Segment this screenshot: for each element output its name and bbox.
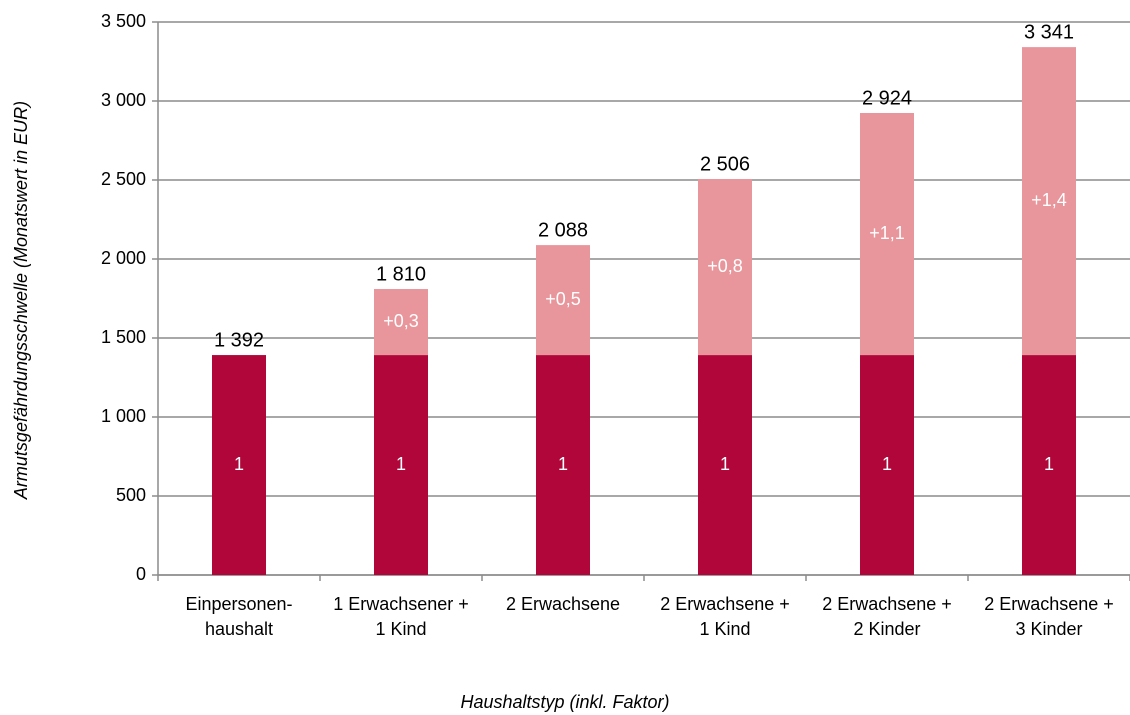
x-tick-label: 2 Erwachsene + [984, 594, 1114, 614]
total-label: 2 088 [538, 219, 588, 241]
y-tick-label: 500 [116, 485, 146, 505]
y-tick-label: 1 500 [101, 327, 146, 347]
y-axis-label: Armutsgefährdungsschwelle (Monatswert in… [11, 101, 31, 500]
x-tick-label: 1 Kind [375, 619, 426, 639]
segment-label: +0,3 [383, 311, 419, 331]
segment-label: +0,5 [545, 289, 581, 309]
total-label: 1 392 [214, 329, 264, 351]
x-tick-label: 1 Erwachsener + [333, 594, 469, 614]
segment-label: +1,1 [869, 223, 905, 243]
bar-segment [860, 355, 914, 575]
bar-segment [374, 289, 428, 356]
segment-label: 1 [1044, 454, 1054, 474]
total-label: 2 924 [862, 87, 912, 109]
x-axis-label: Haushaltstyp (inkl. Faktor) [460, 692, 669, 712]
bar-segment [698, 355, 752, 575]
y-tick-label: 2 000 [101, 248, 146, 268]
y-tick-label: 2 500 [101, 169, 146, 189]
bar-segment [212, 355, 266, 575]
segment-label: 1 [882, 454, 892, 474]
x-tick-label: Einpersonen- [185, 594, 292, 614]
total-label: 3 341 [1024, 21, 1074, 43]
x-tick-label: 3 Kinder [1015, 619, 1082, 639]
y-tick-label: 3 500 [101, 11, 146, 31]
bar-segment [860, 113, 914, 356]
y-tick-label: 1 000 [101, 406, 146, 426]
segment-label: 1 [558, 454, 568, 474]
bar-segment [374, 355, 428, 575]
x-tick-label: 2 Kinder [853, 619, 920, 639]
bar-segment [536, 355, 590, 575]
x-tick-label: 2 Erwachsene + [660, 594, 790, 614]
x-tick-label: 2 Erwachsene + [822, 594, 952, 614]
total-label: 2 506 [700, 153, 750, 175]
bar-segment [1022, 47, 1076, 356]
x-tick-label: 1 Kind [699, 619, 750, 639]
segment-label: 1 [720, 454, 730, 474]
bar-segment [536, 245, 590, 356]
segment-label: +0,8 [707, 256, 743, 276]
y-tick-label: 3 000 [101, 90, 146, 110]
y-tick-label: 0 [136, 564, 146, 584]
total-label: 1 810 [376, 263, 426, 285]
x-tick-label: 2 Erwachsene [506, 594, 620, 614]
segment-label: 1 [234, 454, 244, 474]
bar-segment [1022, 355, 1076, 575]
segment-label: 1 [396, 454, 406, 474]
x-tick-label: haushalt [205, 619, 273, 639]
segment-label: +1,4 [1031, 190, 1067, 210]
bar-segment [698, 179, 752, 356]
